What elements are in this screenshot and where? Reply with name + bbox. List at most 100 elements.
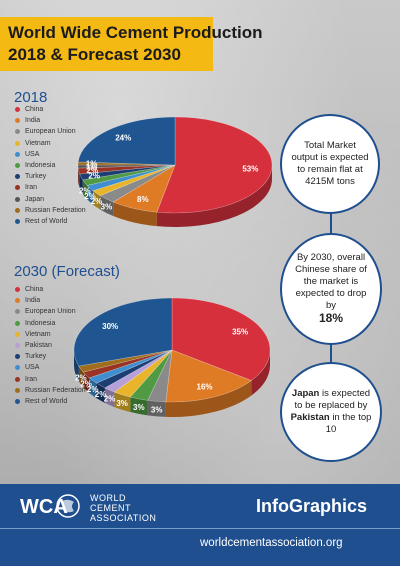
pie-slice-european-union [99,164,176,203]
pie-slice-china [171,297,271,381]
pie-slice-iran [77,164,176,175]
pie-chart-2018: 53%8%3%2%2%2%2%2%1%1%24% [77,116,273,228]
legend-item: Russian Federation [15,205,86,216]
pie-slice-pakistan [104,349,173,393]
infographics-label: InfoGraphics [256,496,368,516]
pie-slice-side-usa [87,185,94,205]
pie-label-vietnam: 2% [91,197,103,206]
callout-japan-pakistan: Japan is expected to be replaced by Paki… [280,362,382,462]
legend-label: Indonesia [25,319,56,327]
pie-slice-iran [82,349,173,379]
legend-item: Indonesia [15,318,86,329]
legend-item: Rest of World [15,216,86,227]
title-line-2: 2018 & Forecast 2030 [8,45,181,64]
legend-swatch [15,287,20,293]
pie-label-turkey: 2% [88,171,100,180]
pie-label-russian-federation: 2% [75,373,87,382]
pie-label-iran: 2% [86,166,98,175]
callout-china-text: By 2030, overall Chinese share of the ma… [295,252,367,311]
legend-swatch [15,174,20,180]
legend-swatch [15,320,20,326]
legend-item: China [15,104,86,115]
legend-label: Japan [25,195,45,203]
legend-swatch [15,331,20,337]
callout-connector-2 [330,344,332,364]
wca-logo-icon: WCA [20,494,80,518]
callout-japan-text: is expected to be replaced by [294,388,371,411]
pie-label-european-union: 3% [101,203,113,212]
legend-label: China [25,286,44,294]
callout-japan-post: in the top 10 [325,412,372,435]
pie-slice-side-indonesia [82,179,88,200]
legend-swatch [15,129,20,135]
footer-divider [0,528,400,529]
legend-swatch [15,107,20,113]
pie-slice-side-rest-of-world [74,350,79,382]
website-link[interactable]: worldcementassociation.org [200,537,343,549]
pie-slice-turkey [79,164,176,181]
pie-slice-side-usa [89,377,97,399]
legend-label: Iran [25,184,38,192]
pie-label-china: 53% [242,165,258,174]
callout-connector-1 [330,210,332,236]
pie-slice-side-iran [83,372,90,393]
legend-label: India [25,117,41,125]
pie-label-russian-federation: 1% [86,160,98,169]
callout-pakistan-name: Pakistan [290,412,330,423]
legend-swatch [15,185,20,191]
pie-slice-european-union [147,349,173,403]
legend-swatch [15,140,20,146]
legend-label: China [25,106,44,114]
legend-item: European Union [15,306,86,317]
pie-label-iran: 2% [80,379,92,388]
legend-swatch [15,298,20,304]
pie-slice-rest-of-world [73,297,173,367]
pie-chart-2030: 35%16%3%3%3%2%2%2%2%2%30% [73,297,271,417]
pie-label-usa: 2% [87,385,99,394]
pie-slice-side-turkey [79,173,83,194]
pie-slice-japan [77,164,176,169]
pie-slice-side-russian-federation [78,366,84,388]
legend-swatch [15,343,20,349]
legend-swatch [15,387,20,393]
callout-china-value: 18% [318,311,344,325]
pie-slice-turkey [95,349,173,389]
legend-item: Pakistan [15,340,86,351]
footer-bar [0,484,400,566]
section-heading-2018: 2018 [14,89,48,106]
legend-swatch [15,354,20,360]
pie-slice-side-china [251,350,270,396]
legend-label: Turkey [25,353,47,361]
pie-slice-side-iran [78,168,80,188]
legend-label: Vietnam [25,139,51,147]
pie-slice-side-vietnam [93,190,101,210]
legend-swatch [15,309,20,315]
section-heading-2030: 2030 (Forecast) [14,263,120,280]
legend-item: USA [15,362,86,373]
legend-swatch [15,398,20,404]
pie-slice-vietnam [113,349,173,398]
pie-slice-side-turkey [96,383,105,403]
pie-label-japan: 1% [86,162,98,171]
pie-label-indonesia: 2% [79,186,91,195]
legend-label: Iran [25,375,38,383]
callout-japan-name: Japan [291,388,320,399]
legend-swatch [15,365,20,371]
legend-item: Vietnam [15,329,86,340]
callout-market-text: Total Market output is expected to remai… [291,140,369,187]
pie-label-china: 35% [232,328,248,337]
legend-swatch [15,207,20,213]
legend-item: China [15,284,86,295]
logo-line-2: CEMENT [90,503,131,513]
pie-slice-usa [88,349,173,384]
legend-swatch [15,218,20,224]
legend-label: Rest of World [25,397,68,405]
legend-2018: China India European Union Vietnam USA Indone… [15,104,86,227]
pie-slice-vietnam [92,164,176,196]
legend-item: European Union [15,126,86,137]
pie-slice-indonesia [129,349,173,401]
legend-label: Indonesia [25,162,56,170]
legend-label: Pakistan [25,342,52,350]
callout-china-share: By 2030, overall Chinese share of the ma… [280,233,382,345]
legend-item: India [15,115,86,126]
